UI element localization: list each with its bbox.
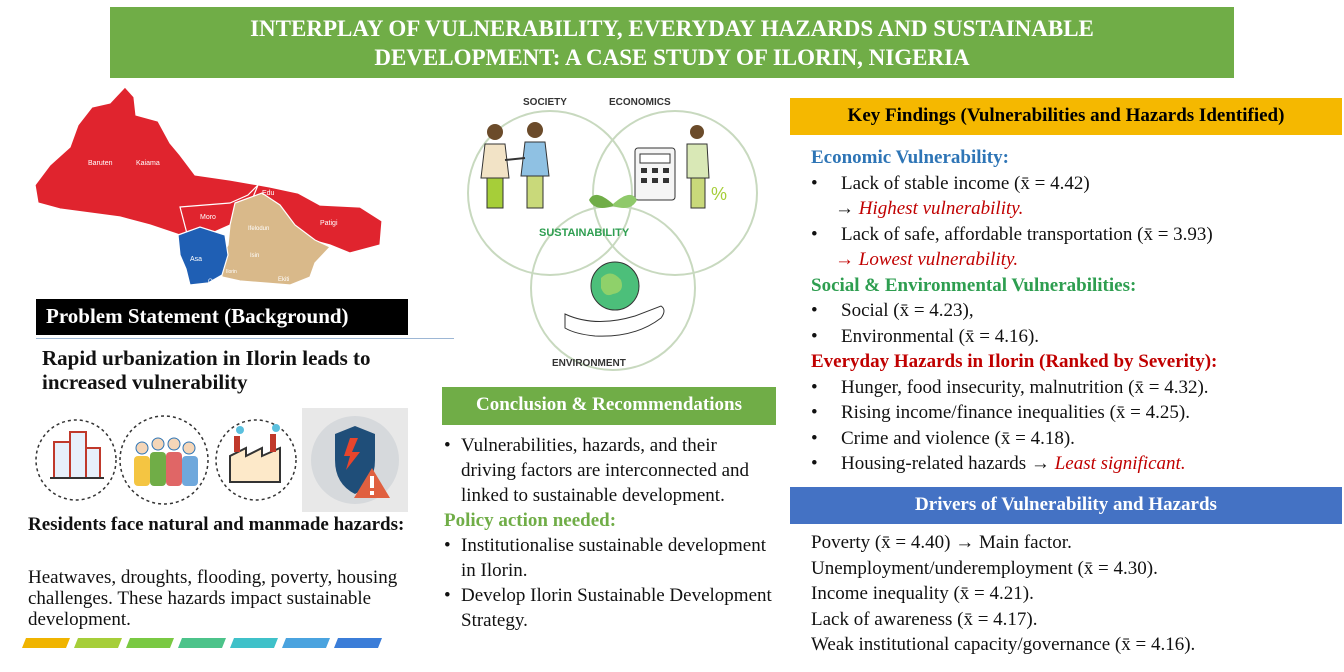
driver-item-3: Income inequality (x̄ = 4.21). — [811, 583, 1034, 604]
finding-environmental: Environmental (x̄ = 4.16). — [811, 324, 1341, 350]
drivers-body: Poverty (x̄ = 4.40) → Main factor. Unemp… — [811, 530, 1341, 658]
leaf-sprout-icon — [589, 194, 637, 208]
venn-label-environment: ENVIRONMENT — [552, 358, 626, 369]
map-label-edu: Edu — [262, 190, 275, 197]
title-line-1: INTERPLAY OF VULNERABILITY, EVERYDAY HAZ… — [250, 16, 1094, 41]
driver-item-1: Poverty (x̄ = 4.40) → Main factor. — [811, 532, 1072, 553]
venn-label-economics: ECONOMICS — [609, 97, 671, 108]
problem-icons-row — [35, 408, 408, 512]
conclusion-bullet-2: Institutionalise sustainable development… — [444, 533, 774, 583]
finding-econ-2-note: → Lowest vulnerability. — [835, 249, 1019, 270]
venn-label-society: SOCIETY — [523, 97, 567, 108]
driver-item-4: Lack of awareness (x̄ = 4.17). — [811, 608, 1038, 630]
finding-social: Social (x̄ = 4.23), — [811, 298, 1341, 324]
kwara-state-map: Baruten Kaiama Moro Edu Patigi Ifelodun … — [34, 86, 383, 286]
map-label-baruten: Baruten — [88, 160, 113, 167]
map-label-isin: Isin — [250, 253, 259, 259]
map-label-asa: Asa — [190, 256, 202, 263]
city-buildings-icon — [35, 419, 117, 501]
conclusion-header: Conclusion & Recommendations — [442, 387, 776, 425]
hazard-shield-icon — [302, 408, 408, 512]
venn-label-sustainability: SUSTAINABILITY — [539, 227, 630, 239]
everyday-hazards-heading: Everyday Hazards in Ilorin (Ranked by Se… — [811, 351, 1218, 372]
economic-vulnerability-heading: Economic Vulnerability: — [811, 147, 1009, 168]
crowd-people-icon — [119, 415, 209, 505]
hazard-item-4: Housing-related hazards → Least signific… — [811, 451, 1341, 477]
map-label-kaiama: Kaiama — [136, 160, 160, 167]
conclusion-body: Vulnerabilities, hazards, and their driv… — [444, 433, 774, 633]
title-line-2: DEVELOPMENT: A CASE STUDY OF ILORIN, NIG… — [374, 45, 970, 70]
map-label-moro: Moro — [200, 214, 216, 221]
hazard-item-3: Crime and violence (x̄ = 4.18). — [811, 426, 1341, 452]
problem-statement-header: Problem Statement (Background) — [36, 299, 408, 335]
finding-econ-1: Lack of stable income (x̄ = 4.42) — [811, 171, 1341, 197]
key-findings-header: Key Findings (Vulnerabilities and Hazard… — [790, 98, 1342, 135]
conclusion-bullet-3: Develop Ilorin Sustainable Development S… — [444, 583, 774, 633]
driver-item-5: Weak institutional capacity/governance (… — [811, 634, 1196, 655]
hazards-text: Heatwaves, droughts, flooding, poverty, … — [28, 567, 398, 630]
hazard-item-4-text: Housing-related hazards → — [841, 453, 1050, 474]
map-label-ifelodun: Ifelodun — [248, 226, 269, 232]
highest-vulnerability-note: Highest vulnerability. — [858, 198, 1024, 219]
residents-text: Residents face natural and manmade hazar… — [28, 514, 405, 535]
hazard-item-1: Hunger, food insecurity, malnutrition (x… — [811, 375, 1341, 401]
policy-action-heading: Policy action needed: — [444, 510, 617, 531]
map-label-patigi: Patigi — [320, 220, 338, 227]
map-label-ekiti: Ekiti — [278, 277, 289, 283]
hazard-item-2: Rising income/finance inequalities (x̄ =… — [811, 400, 1341, 426]
calculator-person-icon: % — [634, 125, 727, 209]
divider — [36, 338, 454, 339]
conclusion-bullet-1: Vulnerabilities, hazards, and their driv… — [444, 433, 774, 508]
driver-item-2: Unemployment/underemployment (x̄ = 4.30)… — [811, 557, 1158, 579]
sustainability-venn-diagram: SOCIETY ECONOMICS SUSTAINABILITY ENVIRON… — [467, 97, 758, 371]
social-environmental-heading: Social & Environmental Vulnerabilities: — [811, 274, 1137, 296]
poster-title: INTERPLAY OF VULNERABILITY, EVERYDAY HAZ… — [110, 7, 1234, 78]
map-label-oyun: Oyun — [208, 279, 222, 285]
svg-text:%: % — [711, 184, 727, 204]
lowest-vulnerability-note: Lowest vulnerability. — [858, 249, 1019, 270]
decorative-stripe — [22, 638, 382, 648]
globe-in-hand-icon — [564, 261, 665, 337]
drivers-header: Drivers of Vulnerability and Hazards — [790, 487, 1342, 524]
map-asa-region — [177, 226, 229, 286]
key-findings-body: Economic Vulnerability: Lack of stable i… — [811, 145, 1341, 477]
handshake-people-icon — [480, 122, 550, 209]
map-label-ilorin: Ilorin — [226, 269, 237, 275]
problem-lead: Rapid urbanization in Ilorin leads to in… — [42, 346, 371, 394]
factory-icon — [215, 419, 297, 501]
finding-econ-2: Lack of safe, affordable transportation … — [811, 222, 1341, 248]
finding-econ-1-note: → Highest vulnerability. — [835, 198, 1024, 219]
least-significant-note: Least significant. — [1054, 453, 1186, 474]
